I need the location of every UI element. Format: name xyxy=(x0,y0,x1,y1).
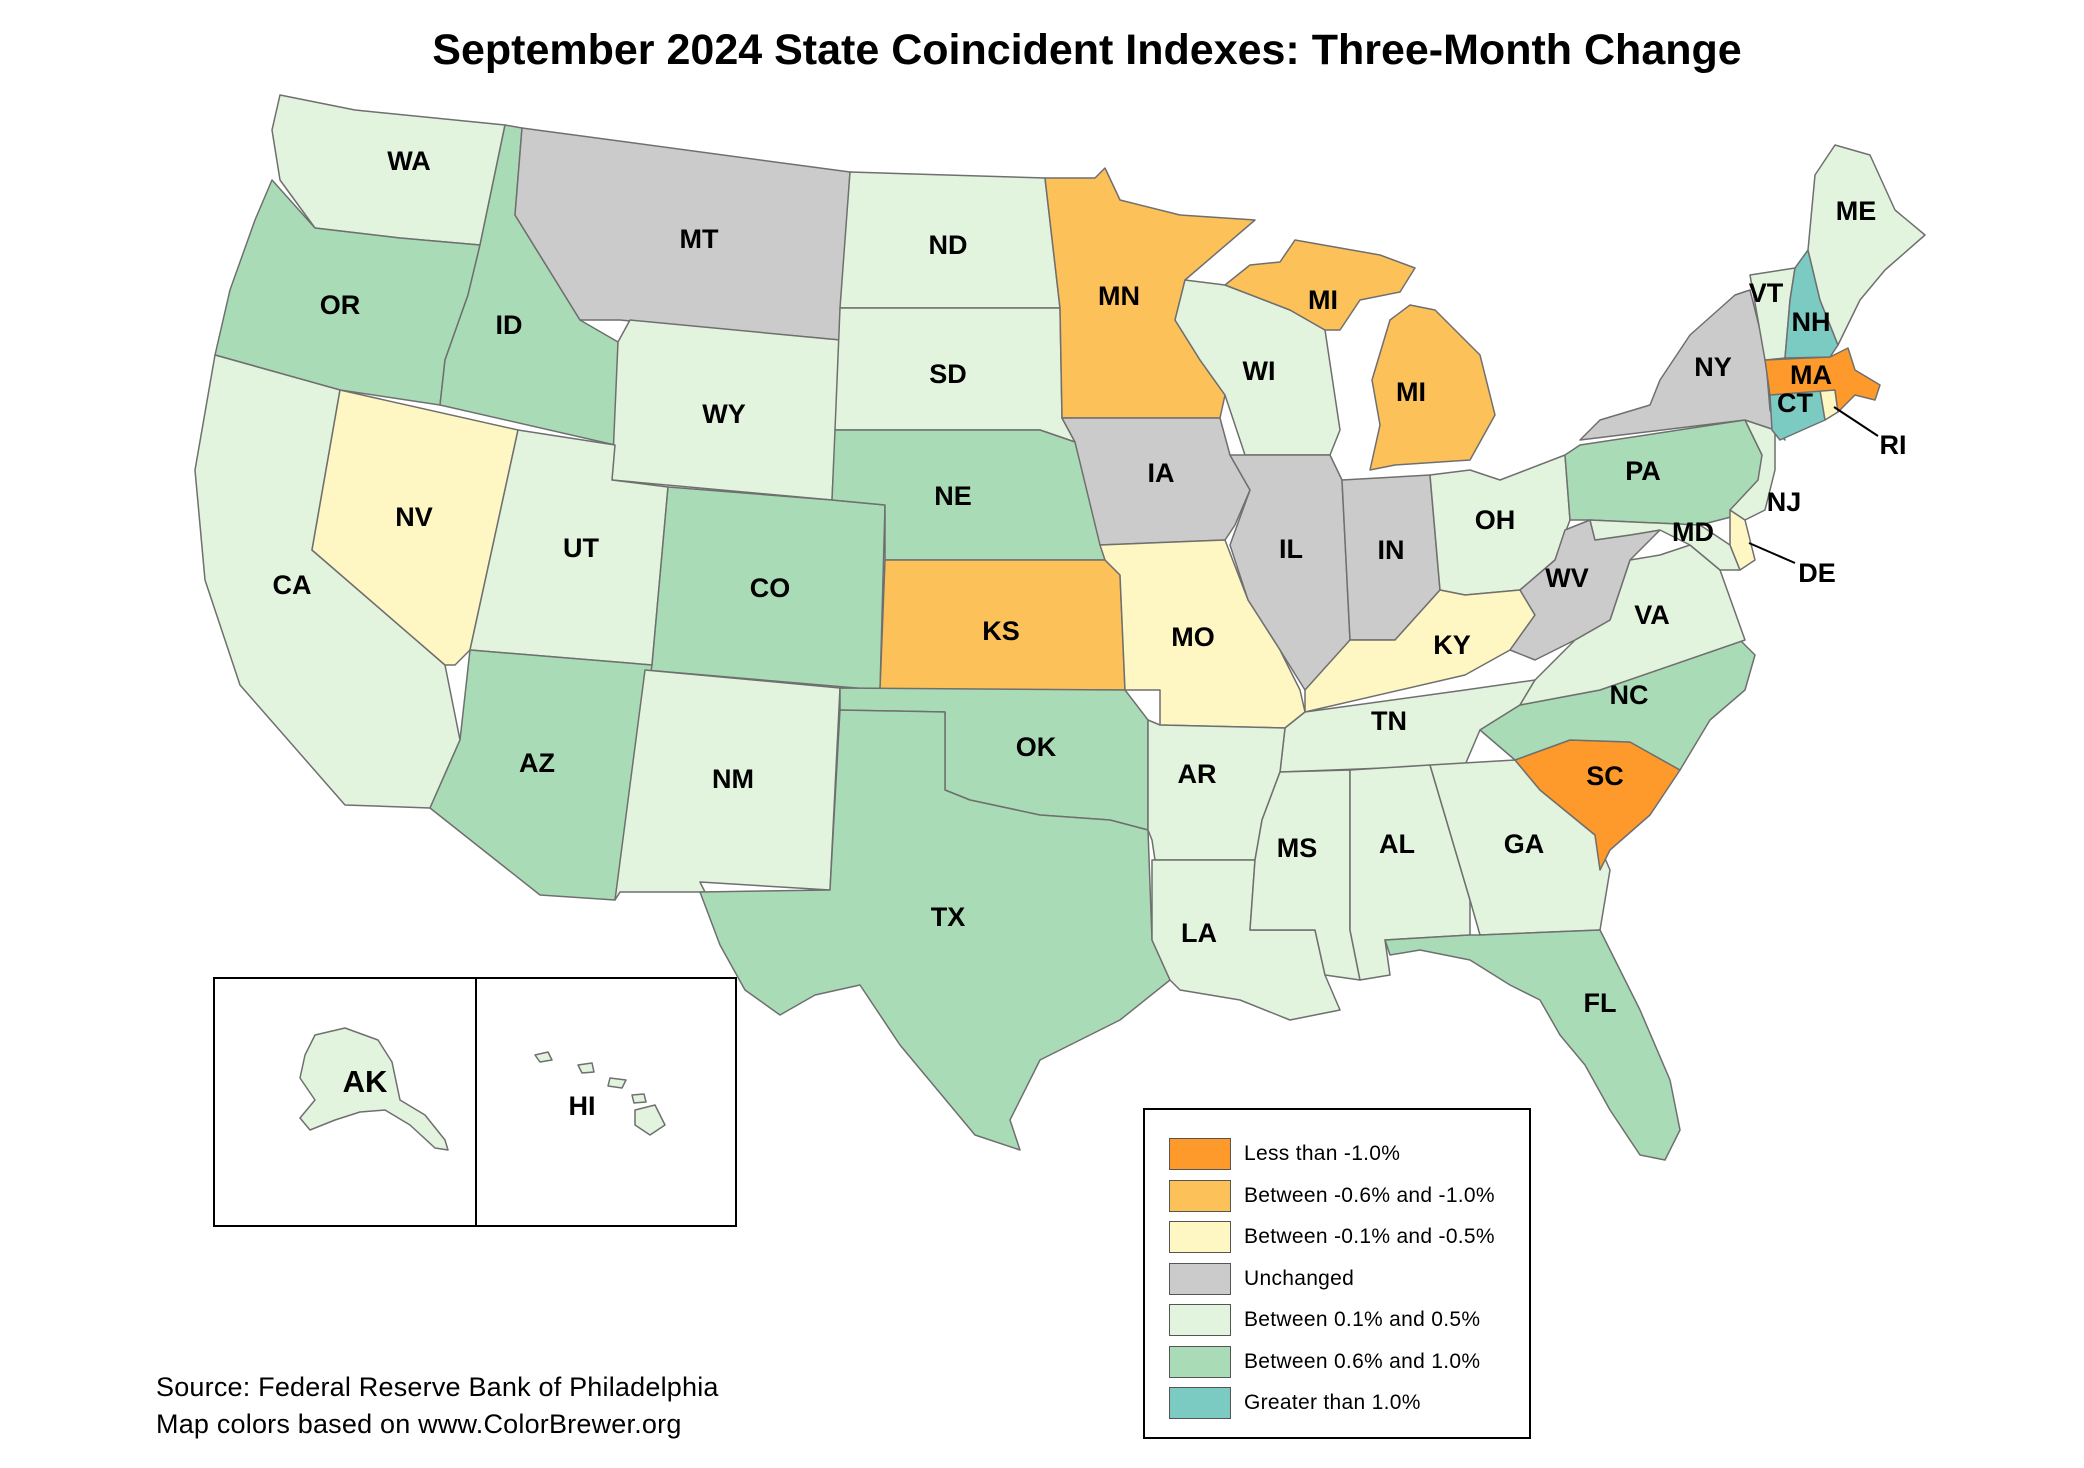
label-OK: OK xyxy=(1016,732,1057,762)
legend-item: Greater than 1.0% xyxy=(1169,1387,1421,1419)
label-KS: KS xyxy=(982,616,1020,646)
label-CA: CA xyxy=(273,570,312,600)
legend-item: Between 0.1% and 0.5% xyxy=(1169,1304,1480,1336)
legend-swatch xyxy=(1169,1387,1231,1419)
label-AL: AL xyxy=(1379,829,1415,859)
label-ME: ME xyxy=(1836,196,1877,226)
leader-DE xyxy=(1748,542,1796,564)
label-WY: WY xyxy=(702,399,746,429)
label-NC: NC xyxy=(1610,680,1649,710)
legend-item: Unchanged xyxy=(1169,1263,1354,1295)
state-AZ[interactable] xyxy=(429,649,653,901)
label-MD: MD xyxy=(1672,517,1714,547)
source-note: Source: Federal Reserve Bank of Philadel… xyxy=(156,1369,719,1443)
state-WV[interactable] xyxy=(1509,519,1661,661)
label-ND: ND xyxy=(929,230,968,260)
state-IA[interactable] xyxy=(1061,417,1251,546)
label-WI: WI xyxy=(1243,356,1276,386)
label-NM: NM xyxy=(712,764,754,794)
label-SC: SC xyxy=(1586,761,1624,791)
label-VT: VT xyxy=(1749,278,1784,308)
legend-swatch xyxy=(1169,1346,1231,1378)
label-VA: VA xyxy=(1634,600,1670,630)
legend: Less than -1.0% Between -0.6% and -1.0% … xyxy=(1143,1108,1531,1439)
label-CT: CT xyxy=(1777,388,1813,418)
label-MI-UP: MI xyxy=(1308,285,1338,315)
leader-RI xyxy=(1833,406,1879,437)
source-line: Source: Federal Reserve Bank of Philadel… xyxy=(156,1372,719,1402)
state-NJ[interactable] xyxy=(1729,419,1776,521)
label-MA: MA xyxy=(1790,360,1832,390)
map-title: September 2024 State Coincident Indexes:… xyxy=(432,26,1742,74)
label-HI: HI xyxy=(569,1091,596,1121)
label-MS: MS xyxy=(1277,833,1318,863)
legend-label: Greater than 1.0% xyxy=(1244,1391,1421,1414)
legend-swatch xyxy=(1169,1263,1231,1295)
legend-swatch xyxy=(1169,1221,1231,1253)
state-MI[interactable] xyxy=(1369,304,1496,471)
label-NJ: NJ xyxy=(1767,487,1802,517)
label-NE: NE xyxy=(934,481,972,511)
state-HI[interactable] xyxy=(534,1051,666,1136)
label-MO: MO xyxy=(1171,622,1215,652)
label-TX: TX xyxy=(931,902,966,932)
hawaii-inset-frame xyxy=(475,977,737,1227)
legend-label: Between -0.1% and -0.5% xyxy=(1244,1225,1495,1248)
state-MD[interactable] xyxy=(1589,519,1741,571)
state-TX[interactable] xyxy=(699,709,1171,1151)
state-IL[interactable] xyxy=(1229,454,1351,691)
legend-swatch xyxy=(1169,1304,1231,1336)
label-ID: ID xyxy=(496,310,523,340)
state-AK[interactable] xyxy=(299,1027,449,1151)
label-IL: IL xyxy=(1279,534,1303,564)
label-OR: OR xyxy=(320,290,361,320)
state-ME[interactable] xyxy=(1807,144,1926,346)
legend-item: Between -0.1% and -0.5% xyxy=(1169,1221,1495,1253)
state-MA[interactable] xyxy=(1764,347,1881,413)
state-MI-UP[interactable] xyxy=(1224,239,1416,331)
label-WV: WV xyxy=(1545,563,1589,593)
state-WY[interactable] xyxy=(611,319,841,501)
label-NY: NY xyxy=(1694,352,1732,382)
legend-swatch xyxy=(1169,1180,1231,1212)
label-NV: NV xyxy=(395,502,433,532)
state-FL[interactable] xyxy=(1384,929,1681,1161)
label-IA: IA xyxy=(1148,458,1175,488)
state-NY[interactable] xyxy=(1579,289,1786,441)
label-AR: AR xyxy=(1178,759,1217,789)
label-IN: IN xyxy=(1378,535,1405,565)
legend-item: Between -0.6% and -1.0% xyxy=(1169,1180,1495,1212)
label-FL: FL xyxy=(1584,988,1617,1018)
label-MT: MT xyxy=(680,224,719,254)
label-TN: TN xyxy=(1371,706,1407,736)
label-MN: MN xyxy=(1098,281,1140,311)
legend-label: Between 0.6% and 1.0% xyxy=(1244,1350,1481,1373)
legend-item: Less than -1.0% xyxy=(1169,1138,1400,1170)
legend-label: Less than -1.0% xyxy=(1244,1142,1401,1165)
label-DE: DE xyxy=(1798,558,1836,588)
legend-swatch xyxy=(1169,1138,1231,1170)
state-NM[interactable] xyxy=(614,669,841,901)
label-AK: AK xyxy=(343,1064,388,1099)
label-MI: MI xyxy=(1396,377,1426,407)
label-KY: KY xyxy=(1433,630,1471,660)
colorbrewer-line: Map colors based on www.ColorBrewer.org xyxy=(156,1409,682,1439)
legend-label: Between 0.1% and 0.5% xyxy=(1244,1308,1481,1331)
label-LA: LA xyxy=(1181,918,1217,948)
label-GA: GA xyxy=(1504,829,1545,859)
legend-item: Between 0.6% and 1.0% xyxy=(1169,1346,1480,1378)
label-NH: NH xyxy=(1792,307,1831,337)
label-PA: PA xyxy=(1625,456,1661,486)
legend-label: Between -0.6% and -1.0% xyxy=(1244,1184,1495,1207)
label-AZ: AZ xyxy=(519,748,555,778)
label-SD: SD xyxy=(929,359,967,389)
legend-label: Unchanged xyxy=(1244,1267,1355,1290)
label-CO: CO xyxy=(750,573,791,603)
label-OH: OH xyxy=(1475,505,1516,535)
label-WA: WA xyxy=(387,146,431,176)
label-RI: RI xyxy=(1880,430,1907,460)
label-UT: UT xyxy=(563,533,599,563)
